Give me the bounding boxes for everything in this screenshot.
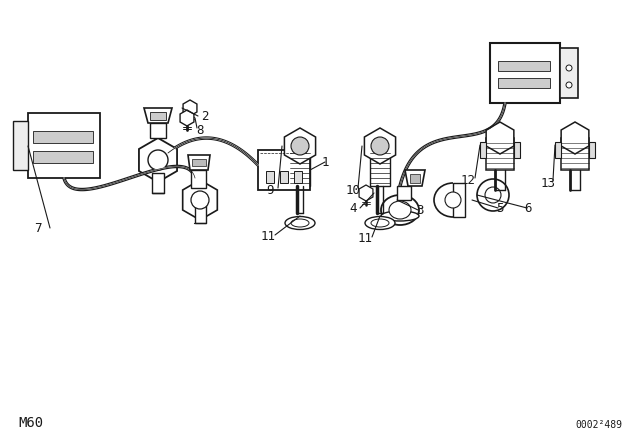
Bar [150, 112, 166, 120]
Bar [480, 142, 486, 158]
Text: 0002²489: 0002²489 [575, 420, 622, 430]
Text: 9: 9 [266, 184, 274, 197]
Bar [150, 123, 166, 138]
Text: 11: 11 [260, 229, 275, 242]
Circle shape [485, 187, 501, 203]
Bar [560, 48, 578, 98]
Text: 1: 1 [321, 155, 329, 168]
Ellipse shape [285, 216, 315, 229]
Polygon shape [188, 155, 210, 170]
Bar [258, 150, 310, 190]
Text: 12: 12 [461, 173, 476, 186]
Bar [192, 159, 206, 166]
Circle shape [566, 82, 572, 88]
Bar [589, 142, 595, 158]
Ellipse shape [381, 211, 419, 221]
Ellipse shape [291, 219, 309, 227]
Circle shape [191, 191, 209, 209]
Text: 4: 4 [349, 202, 356, 215]
Text: 5: 5 [496, 202, 504, 215]
Ellipse shape [381, 195, 419, 225]
Polygon shape [180, 110, 194, 126]
Circle shape [148, 150, 168, 170]
Bar [152, 173, 164, 193]
Bar [490, 43, 560, 103]
Bar [290, 146, 310, 186]
Polygon shape [144, 108, 172, 123]
Text: 2: 2 [201, 109, 209, 122]
Circle shape [445, 192, 461, 208]
Polygon shape [364, 128, 396, 164]
Polygon shape [405, 170, 425, 186]
Ellipse shape [389, 201, 411, 219]
Polygon shape [182, 180, 218, 220]
Polygon shape [139, 138, 177, 182]
Bar [498, 78, 550, 88]
Circle shape [477, 179, 509, 211]
Bar [191, 170, 206, 188]
Bar [555, 142, 561, 158]
Circle shape [291, 137, 309, 155]
Bar [28, 113, 100, 178]
Ellipse shape [371, 219, 389, 227]
Text: 3: 3 [416, 203, 424, 216]
Circle shape [566, 65, 572, 71]
Text: 6: 6 [524, 202, 532, 215]
Text: 10: 10 [346, 184, 360, 197]
Bar [486, 138, 514, 170]
Text: 11: 11 [358, 232, 372, 245]
Bar [33, 131, 93, 143]
Polygon shape [359, 185, 373, 201]
Bar [294, 171, 302, 183]
Polygon shape [183, 100, 197, 116]
Polygon shape [486, 122, 514, 154]
Ellipse shape [365, 216, 395, 229]
Text: 7: 7 [35, 221, 42, 234]
Bar [561, 138, 589, 170]
Text: 8: 8 [196, 124, 204, 137]
Bar [33, 151, 93, 163]
Bar [410, 174, 420, 183]
Bar [370, 146, 390, 186]
Bar [280, 171, 288, 183]
Text: M60: M60 [18, 416, 43, 430]
Bar [453, 183, 465, 217]
Polygon shape [284, 128, 316, 164]
Circle shape [371, 137, 389, 155]
Bar [514, 142, 520, 158]
Bar [397, 186, 411, 200]
Bar [498, 61, 550, 71]
Text: 13: 13 [541, 177, 556, 190]
Bar [195, 205, 206, 223]
Bar [266, 171, 274, 183]
Bar [13, 121, 28, 170]
Polygon shape [561, 122, 589, 154]
